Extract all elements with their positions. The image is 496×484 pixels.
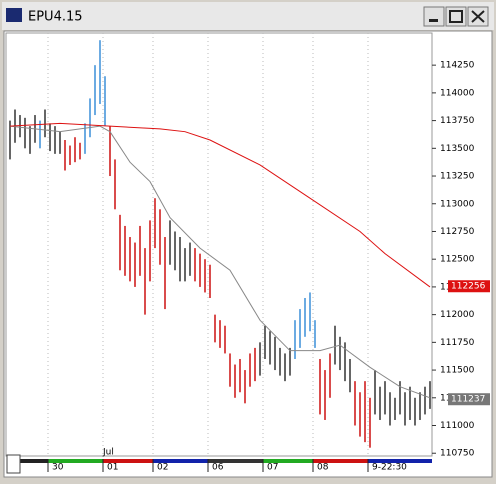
date-label: 07 <box>267 463 278 473</box>
price-tag <box>448 393 490 406</box>
minimize-button[interactable] <box>423 6 445 27</box>
price-tag-label: 112256 <box>451 282 486 292</box>
date-strip-segment <box>263 459 313 463</box>
price-tag-label: 111237 <box>451 395 485 405</box>
y-tick-label: 113250 <box>440 172 475 182</box>
y-tick-label: 112750 <box>440 227 475 237</box>
y-tick-label: 111750 <box>440 338 475 348</box>
date-label: 01 <box>107 463 118 473</box>
moving-average <box>9 122 431 288</box>
plot-area <box>5 32 433 457</box>
date-label: 02 <box>157 463 168 473</box>
y-tick-label: 112000 <box>440 310 475 320</box>
y-tick-label: 114250 <box>440 61 475 71</box>
month-label: Jul <box>102 448 114 458</box>
moving-average <box>9 125 431 399</box>
title-bar <box>2 2 494 30</box>
date-strip-segment <box>103 459 153 463</box>
y-tick-label: 113500 <box>440 144 475 154</box>
date-label: 08 <box>317 463 329 473</box>
y-tick-label: 110750 <box>440 449 475 459</box>
y-tick-label: 111000 <box>440 421 475 431</box>
y-tick-label: 111500 <box>440 366 475 376</box>
date-strip-segment <box>48 459 103 463</box>
date-label: 9-22:30 <box>372 463 407 473</box>
date-strip-segment <box>153 459 208 463</box>
close-button[interactable] <box>467 6 489 27</box>
date-label: 06 <box>212 463 224 473</box>
scroll-box[interactable] <box>6 454 21 474</box>
y-tick-label: 112500 <box>440 255 475 265</box>
y-tick-label: 113000 <box>440 199 475 209</box>
date-strip-segment <box>313 459 368 463</box>
y-tick-label: 114000 <box>440 88 475 98</box>
date-strip-segment <box>208 459 263 463</box>
price-tag <box>448 280 490 293</box>
y-tick-label: 113750 <box>440 116 475 126</box>
app-icon <box>6 8 22 22</box>
maximize-button[interactable] <box>445 6 467 27</box>
date-strip-segment <box>368 459 432 463</box>
window-title: EPU4.15 <box>28 10 83 25</box>
date-label: 30 <box>52 463 64 473</box>
